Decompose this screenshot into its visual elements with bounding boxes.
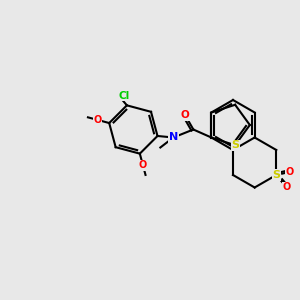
- Text: O: O: [139, 160, 147, 170]
- Text: O: O: [181, 110, 190, 121]
- Text: N: N: [169, 133, 178, 142]
- Text: O: O: [285, 167, 293, 177]
- Text: Cl: Cl: [119, 91, 130, 101]
- Text: S: S: [272, 170, 280, 180]
- Text: O: O: [94, 115, 102, 125]
- Text: O: O: [282, 182, 290, 192]
- Text: S: S: [231, 140, 239, 150]
